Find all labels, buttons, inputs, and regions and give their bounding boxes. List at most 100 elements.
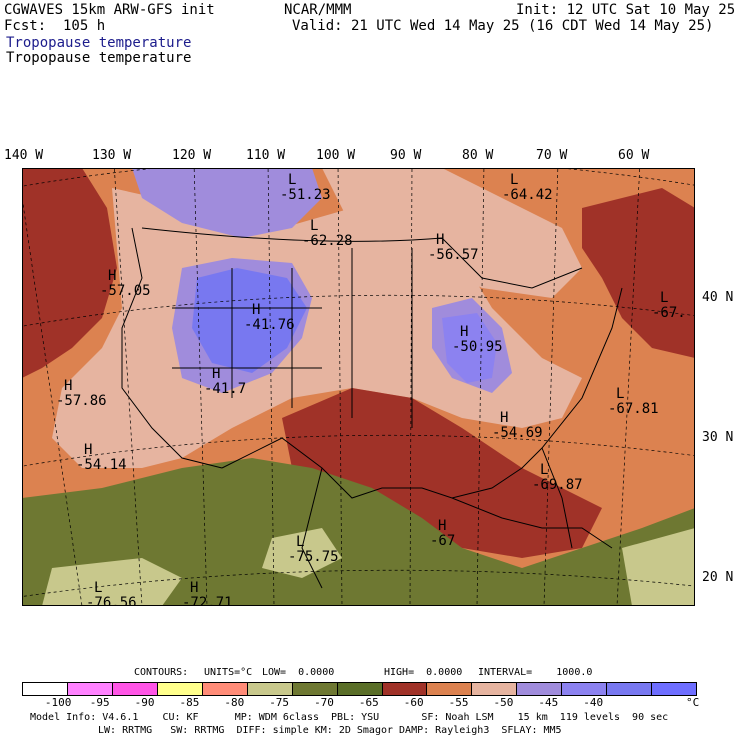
color-bar-swatch [562,683,608,695]
color-bar-tick-label: -95 [89,696,110,709]
lon-label-60w: 60 W [618,148,650,163]
color-bar-swatch [157,683,203,695]
center-label: NCAR/MMM [284,2,352,18]
color-bar-swatch [67,683,113,695]
lon-label-140w: 140 W [4,148,44,163]
lon-label-100w: 100 W [316,148,356,163]
color-bar-tick-label: -90 [134,696,155,709]
color-bar-tick-label: -55 [448,696,469,709]
political-borders [121,227,623,589]
lat-label-20n: 20 N [702,570,734,585]
graticule [22,168,695,606]
map-label-l-marker: L [288,172,296,188]
map-label-h-marker: H [64,378,72,394]
map-label-l-marker: L [296,534,304,550]
contours-low: LOW= 0.0000 [262,667,335,678]
init-time: Init: 12 UTC Sat 10 May 25 [516,2,736,18]
region-south-band [282,388,602,558]
color-bar-swatch [23,683,68,695]
color-bar-unit: °C [686,696,700,709]
map-label-h-marker: H [252,302,260,318]
map-canvas: L-51.23L-64.42L-62.28 H-56.57H-57.05H-41.… [22,168,695,606]
lon-label-110w: 110 W [246,148,286,163]
color-bar-tick-label: -85 [179,696,200,709]
model-info-line2: LW: RRTMG SW: RRTMG DIFF: simple KM: 2D … [98,725,562,736]
lon-label-70w: 70 W [536,148,568,163]
map-label-l-marker: L [510,172,518,188]
map-label-l-marker: L [540,462,548,478]
map-label-value: -62.28 [302,233,353,249]
map-label-l-marker: L [660,290,668,306]
color-bar-swatch [292,683,338,695]
color-bar-swatch [382,683,428,695]
color-bar-swatch [112,683,158,695]
map-label-h-marker: H [438,518,446,534]
color-bar-swatch [472,683,518,695]
model-info-line1: Model Info: V4.6.1 CU: KF MP: WDM 6class… [30,712,669,723]
map-label-value: -67.81 [608,401,659,417]
map-label-h-marker: H [108,268,116,284]
map-label-value: -54.14 [76,457,127,473]
map-label-value: -50.95 [452,339,503,355]
map-label-value: -67. [652,305,686,321]
map-label-value: -56.57 [428,247,479,263]
lon-label-130w: 130 W [92,148,132,163]
map-label-h-marker: H [190,580,198,596]
field-title-contour: Tropopause temperature [6,50,192,66]
lon-label-120w: 120 W [172,148,212,163]
lon-label-80w: 80 W [462,148,494,163]
lon-label-90w: 90 W [390,148,422,163]
color-bar-swatch [337,683,383,695]
map-label-value: -69.87 [532,477,583,493]
color-bar-tick-label: -70 [314,696,334,709]
map-label-value: -51.23 [280,187,331,203]
valid-time: Valid: 21 UTC Wed 14 May 25 (16 CDT Wed … [292,18,714,34]
region-tan-southwest [42,558,182,606]
color-bar-tick-label: -45 [538,696,559,709]
color-bar-swatch [427,683,473,695]
region-tan-southeast [622,528,695,606]
map-label-value: -57.86 [56,393,107,409]
map-label-value: -54.69 [492,425,543,441]
map-label-h-marker: H [212,366,220,382]
color-bar-tick-label: -50 [493,696,514,709]
map-label-value: -76.56 [86,595,137,606]
region-purple-north [132,168,322,238]
region-northeast [582,188,695,358]
color-bar-swatch [607,683,653,695]
forecast-hour: Fcst: 105 h [4,18,106,34]
map-label-l-marker: L [94,580,102,596]
color-bar-tick-label: -75 [269,696,290,709]
color-bar-tick-label: -40 [583,696,604,709]
contours-units: UNITS=°C [204,667,253,678]
map-frame [22,168,695,606]
map-label-value: -57.05 [100,283,151,299]
color-bar-tick-label: -80 [224,696,245,709]
color-bar-swatch [202,683,248,695]
model-title: CGWAVES 15km ARW-GFS init [4,2,215,18]
lat-label-40n: 40 N [702,290,734,305]
color-bar-swatch [247,683,293,695]
map-label-value: -75.75 [288,549,339,565]
field-title-colored: Tropopause temperature [6,35,192,51]
region-pink-north [322,168,582,298]
map-label-value: -41.7 [204,381,246,397]
color-bar-tick-label: -100 [44,696,72,709]
color-bar-tick-label: -60 [403,696,424,709]
map-label-h-marker: H [500,410,508,426]
map-label-value: -41.76 [244,317,295,333]
region-blue-greatlakes [442,313,497,383]
contours-label: CONTOURS: [134,667,189,678]
contours-interval: INTERVAL= 1000.0 [478,667,593,678]
map-label-h-marker: H [460,324,468,340]
map-label-l-marker: L [616,386,624,402]
map-label-h-marker: H [436,232,444,248]
color-bar-tick-label: -65 [358,696,379,709]
map-label-value: -72.71 [182,595,233,606]
region-olive-south [22,458,695,606]
region-pacific-nw [22,168,117,378]
lat-label-30n: 30 N [702,430,734,445]
color-bar [22,682,697,696]
region-tan-mexico [262,528,342,578]
map-label-value: -64.42 [502,187,553,203]
